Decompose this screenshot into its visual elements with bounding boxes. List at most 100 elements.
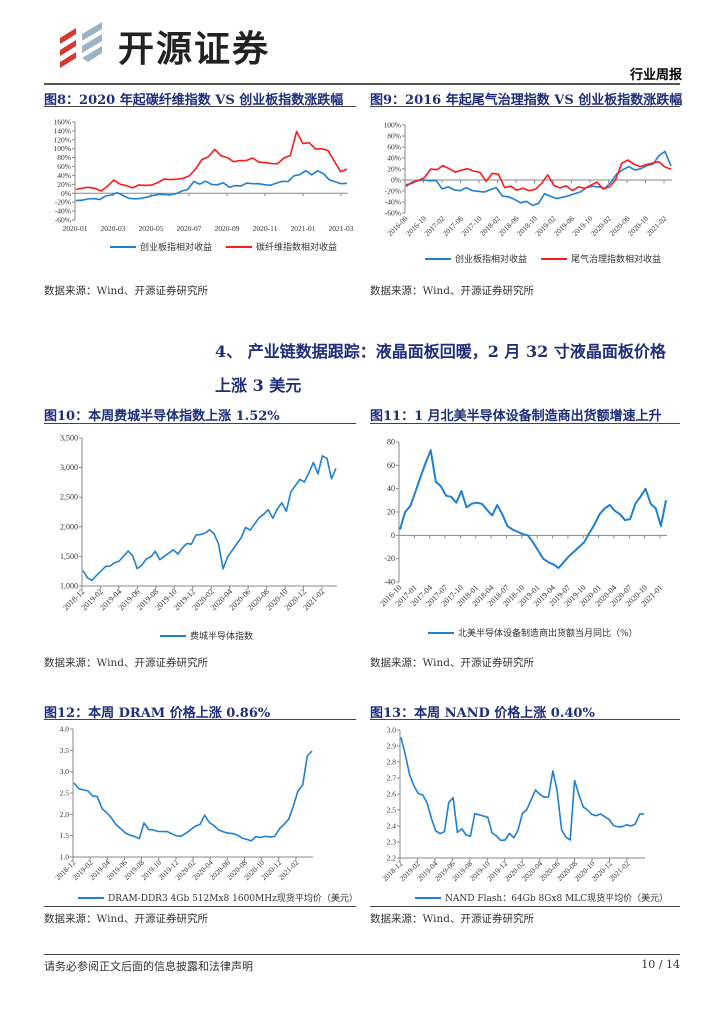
legend-label: DRAM-DDR3 4Gb 512Mx8 1600MHz现货平均价（美元）: [108, 894, 358, 904]
legend-item: 碳纤维指数相对收益: [226, 240, 337, 253]
y-tick-label: 2.8: [387, 758, 397, 767]
fig12-bottom-rule: [44, 906, 356, 907]
y-tick-label: -60%: [55, 216, 71, 225]
fig12-chart: 4.03.53.02.52.01.51.02018-122019-022019-…: [53, 725, 313, 882]
fig11-legend: 北美半导体设备制造商出货额当月同比（%）: [428, 626, 652, 639]
fig9-title-rule: [370, 106, 680, 107]
legend-item: NAND Flash：64Gb 8Gx8 MLC现货平均价（美元）: [415, 891, 668, 904]
y-tick-label: 2,500: [60, 493, 78, 502]
y-tick-label: 100%: [384, 121, 402, 130]
y-tick-label: 2.0: [60, 810, 70, 819]
y-tick-label: 60: [387, 461, 395, 470]
fig8-series-2-line: [75, 130, 348, 192]
y-tick-label: 80%: [57, 153, 71, 162]
fig8-title-rule: [44, 106, 356, 107]
legend-item: 创业板指相对收益: [110, 240, 212, 253]
legend-swatch: [541, 257, 568, 260]
y-tick-label: 3.0: [60, 767, 70, 776]
legend-item: 北美半导体设备制造商出货额当月同比（%）: [428, 626, 638, 639]
y-tick-label: 0%: [61, 189, 71, 198]
fig9-source: 数据来源：Wind、开源证券研究所: [370, 285, 534, 297]
y-tick-label: 60%: [387, 143, 401, 152]
legend-label: 尾气治理指数相对收益: [571, 255, 662, 265]
legend-swatch: [160, 634, 186, 637]
fig11-series-1-line: [399, 449, 667, 569]
fig12-title: 图12：本周 DRAM 价格上涨 0.86%: [44, 706, 271, 721]
fig13-source: 数据来源：Wind、开源证券研究所: [370, 913, 534, 925]
y-tick-label: 3.0: [387, 726, 397, 735]
y-tick-label: -20%: [385, 187, 401, 196]
x-tick-label: 2021-01: [291, 224, 316, 233]
x-tick-label: 2020-11: [253, 224, 278, 233]
legend-item: 尾气治理指数相对收益: [541, 252, 661, 265]
y-tick-label: 140%: [54, 126, 72, 135]
y-tick-label: 3.5: [60, 746, 70, 755]
fig13-legend: NAND Flash：64Gb 8Gx8 MLC现货平均价（美元）: [415, 891, 682, 904]
y-tick-label: 1.5: [60, 831, 70, 840]
footer-disclaimer: 请务必参阅正文后面的信息披露和法律声明: [44, 960, 253, 973]
y-tick-label: 1,500: [60, 552, 78, 561]
fig11-title: 图11：1 月北美半导体设备制造商出货额增速上升: [370, 409, 662, 424]
y-tick-label: 40%: [387, 154, 401, 163]
fig13-title: 图13：本周 NAND 价格上涨 0.40%: [370, 706, 595, 721]
fig13-title-rule: [370, 719, 680, 720]
section-heading-line2: 上涨 3 美元: [215, 376, 302, 395]
fig9-series-1-line: [405, 150, 672, 207]
y-tick-label: 3,000: [60, 463, 78, 472]
legend-item: 创业板指相对收益: [425, 252, 527, 265]
legend-label: NAND Flash：64Gb 8Gx8 MLC现货平均价（美元）: [445, 894, 669, 904]
y-tick-label: 4.0: [60, 725, 70, 734]
y-tick-label: -60%: [385, 209, 401, 218]
fig9-chart: 100%80%60%40%20%0%-20%-40%-60%2016-06201…: [384, 121, 672, 238]
y-tick-label: 2,000: [60, 522, 78, 531]
legend-label: 创业板指相对收益: [455, 255, 528, 265]
legend-swatch: [110, 245, 136, 248]
legend-swatch: [415, 896, 441, 899]
fig9-series-2-line: [405, 159, 672, 192]
x-tick-label: 2020-03: [101, 224, 126, 233]
fig12-legend: DRAM-DDR3 4Gb 512Mx8 1600MHz现货平均价（美元）: [78, 891, 372, 904]
y-tick-label: 20: [387, 508, 395, 517]
y-tick-label: 60%: [57, 162, 71, 171]
header-rule: [44, 83, 680, 85]
fig8-title: 图8：2020 年起碳纤维指数 VS 创业板指数涨跌幅: [44, 93, 344, 108]
y-tick-label: -40: [384, 578, 395, 587]
y-tick-label: 1.0: [60, 853, 70, 862]
logo-text: 开源证券: [118, 29, 271, 70]
fig8-chart: 160%140%120%100%80%60%40%20%0%-20%-40%-6…: [54, 118, 354, 234]
fig10-series-1-line: [82, 455, 337, 582]
fig10-legend: 费城半导体指数: [160, 629, 267, 642]
x-tick-label: 2020-01: [63, 224, 88, 233]
y-tick-label: 2.5: [60, 789, 70, 798]
y-tick-label: 40%: [57, 171, 71, 180]
x-tick-label: 2020-09: [215, 224, 240, 233]
fig9-title: 图9：2016 年起尾气治理指数 VS 创业板指数涨跌幅: [370, 93, 683, 108]
y-tick-label: 20%: [57, 180, 71, 189]
section-heading-line1: 4、 产业链数据跟踪：液晶面板回暖，2 月 32 寸液晶面板价格: [215, 342, 666, 361]
x-tick-label: 2020-07: [177, 224, 202, 233]
y-tick-label: 2.5: [387, 806, 397, 815]
legend-label: 费城半导体指数: [190, 632, 254, 642]
legend-swatch: [78, 896, 104, 899]
fig8-legend: 创业板指相对收益 碳纤维指数相对收益: [110, 240, 351, 253]
fig12-series-1-line: [73, 750, 313, 842]
fig13-series-1-line: [400, 737, 645, 842]
report-type: 行业周报: [629, 68, 682, 83]
y-tick-label: 20%: [387, 165, 401, 174]
x-tick-label: 2021-03: [329, 224, 354, 233]
x-tick-label: 2021-02: [644, 214, 668, 238]
y-tick-label: 2.7: [387, 774, 397, 783]
fig11-chart: 806040200-20-402016-102017-012017-042017…: [378, 438, 667, 608]
legend-swatch: [425, 257, 451, 260]
fig10-title: 图10：本周费城半导体指数上涨 1.52%: [44, 409, 280, 424]
y-tick-label: 2.2: [387, 854, 397, 863]
y-tick-label: 3,500: [60, 434, 78, 443]
x-tick-label: 2020-05: [139, 224, 164, 233]
y-tick-label: 160%: [54, 118, 72, 127]
y-tick-label: -20: [384, 554, 395, 563]
y-tick-label: 0: [391, 531, 395, 540]
fig10-chart: 3,5003,0002,5002,0001,5001,0002018-12201…: [60, 434, 337, 612]
y-tick-label: 2.3: [387, 838, 397, 847]
y-tick-label: 2.4: [387, 822, 397, 831]
